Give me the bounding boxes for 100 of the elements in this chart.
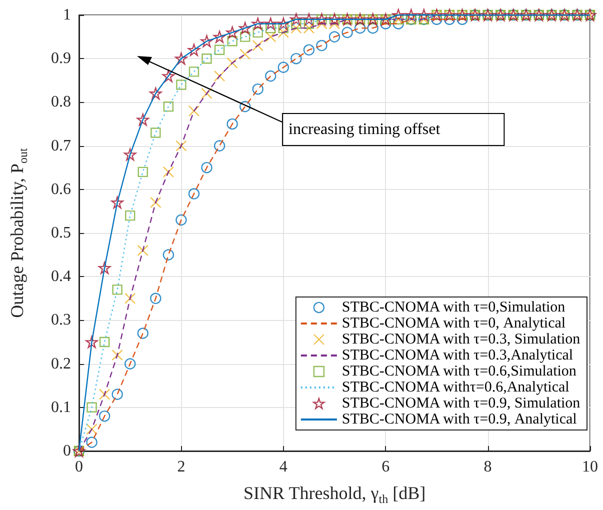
x-tick-label: 6	[382, 458, 390, 476]
point	[342, 26, 353, 38]
point	[239, 100, 251, 112]
y-tick-label: 0	[63, 442, 71, 460]
point	[444, 14, 456, 25]
point	[252, 27, 263, 38]
point	[252, 84, 264, 95]
y-tick-label: 0.5	[51, 224, 71, 242]
legend-label: STBC-CNOMA with τ=0,Simulation	[342, 300, 566, 316]
point	[202, 54, 212, 64]
legend-label: STBC-CNOMA with τ=0, Analytical	[342, 316, 566, 332]
point	[354, 22, 366, 34]
point	[150, 196, 162, 208]
point	[238, 22, 252, 34]
point	[112, 349, 123, 361]
y-axis-title: Outage Probability, Pout	[7, 148, 30, 318]
y-tick-label: 0.9	[51, 50, 71, 68]
point	[240, 32, 250, 42]
point	[188, 66, 200, 77]
point	[112, 284, 122, 295]
point	[278, 26, 289, 38]
y-tick-label: 0.8	[51, 94, 71, 111]
point	[176, 80, 186, 90]
point	[98, 388, 110, 400]
point	[111, 196, 124, 209]
point	[138, 166, 148, 178]
point	[162, 166, 174, 178]
legend-label: STBC-CNOMA with τ=0.3, Simulation	[342, 332, 581, 348]
point	[86, 336, 98, 348]
point	[252, 18, 264, 30]
point	[201, 162, 212, 174]
point	[405, 8, 418, 22]
legend-label: STBC-CNOMA with τ=0.9, Simulation	[342, 396, 581, 412]
point	[124, 148, 136, 161]
x-tick-label: 4	[279, 458, 288, 476]
point	[265, 70, 276, 82]
point	[239, 48, 251, 60]
annotation: increasing timing offset	[288, 121, 441, 138]
y-tick-label: 0.6	[51, 180, 71, 198]
point	[302, 13, 316, 26]
point	[252, 40, 264, 52]
point	[176, 140, 187, 152]
point	[99, 336, 110, 348]
point	[125, 210, 136, 221]
point	[418, 8, 430, 22]
point	[137, 328, 148, 339]
point	[86, 424, 98, 435]
point	[200, 35, 213, 48]
point	[188, 105, 200, 117]
point	[188, 188, 200, 200]
point	[150, 87, 162, 100]
point	[137, 244, 148, 256]
point	[150, 292, 162, 304]
point	[98, 410, 110, 422]
point	[150, 128, 161, 138]
point	[213, 30, 226, 43]
point	[226, 26, 238, 39]
point	[86, 402, 97, 412]
point	[124, 292, 136, 304]
point	[226, 118, 238, 130]
point	[277, 18, 290, 30]
legend-label: STBC-CNOMA with τ=0.9, Analytical	[342, 412, 577, 428]
point	[136, 114, 149, 126]
x-tick-label: 8	[484, 458, 492, 476]
point	[201, 88, 212, 100]
y-tick-label: 0.4	[51, 268, 71, 286]
point	[214, 140, 226, 152]
point	[367, 22, 378, 34]
point	[163, 101, 174, 112]
point	[214, 70, 226, 82]
point	[328, 31, 340, 42]
y-tick-label: 0.1	[51, 398, 71, 416]
point	[290, 53, 302, 64]
point	[226, 57, 238, 69]
point	[227, 36, 238, 46]
point	[162, 249, 174, 260]
point	[176, 214, 187, 226]
point	[214, 44, 225, 55]
x-tick-label: 0	[75, 458, 83, 476]
point	[98, 262, 111, 274]
point	[124, 358, 136, 370]
y-tick-label: 0.7	[51, 137, 71, 154]
y-tick-label: 0.3	[51, 312, 71, 329]
point	[290, 13, 302, 26]
x-tick-label: 2	[177, 458, 186, 476]
y-tick-label: 0.2	[51, 355, 71, 372]
point	[392, 8, 404, 22]
legend-label: STBC-CNOMA withτ=0.6,Analytical	[342, 380, 570, 396]
point	[456, 14, 468, 25]
point	[188, 44, 200, 56]
point	[86, 436, 98, 448]
legend-label: STBC-CNOMA with τ=0.3,Analytical	[342, 348, 574, 364]
point	[264, 18, 277, 30]
legend-label: STBC-CNOMA with τ=0.6,Simulation	[342, 364, 577, 380]
point	[265, 31, 276, 42]
point	[316, 40, 328, 52]
point	[303, 44, 315, 56]
point	[112, 388, 123, 400]
point	[175, 52, 188, 65]
y-tick-label: 1	[63, 6, 71, 24]
